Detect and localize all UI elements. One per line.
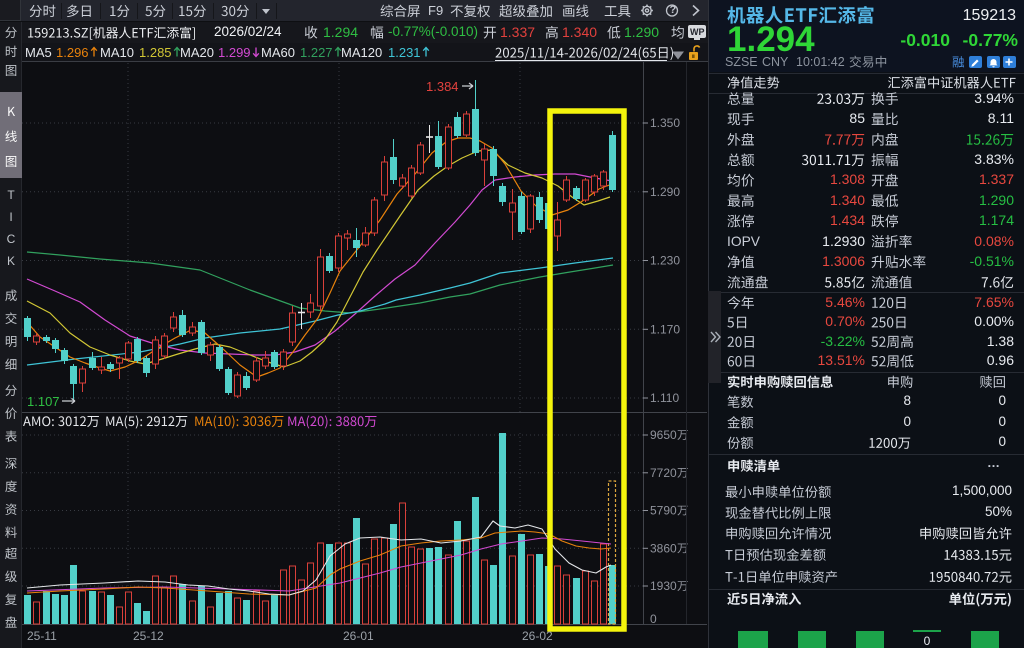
svg-text:25-12: 25-12 <box>133 629 164 643</box>
svg-text:1930: 1930 <box>650 579 677 593</box>
svg-text:1.170: 1.170 <box>650 322 680 336</box>
svg-text:26-02: 26-02 <box>522 629 553 643</box>
svg-text:1.110: 1.110 <box>650 391 679 405</box>
svg-text:9650: 9650 <box>650 428 677 442</box>
svg-text:0: 0 <box>650 612 657 626</box>
svg-text:1.290: 1.290 <box>650 185 680 199</box>
svg-text:WP: WP <box>690 27 705 37</box>
svg-text:1.107: 1.107 <box>27 394 60 409</box>
svg-text:26-01: 26-01 <box>343 629 374 643</box>
svg-text:1.230: 1.230 <box>650 254 680 268</box>
svg-text:7720: 7720 <box>650 466 677 480</box>
svg-text:25-11: 25-11 <box>27 629 57 643</box>
svg-text:3860: 3860 <box>650 541 677 555</box>
svg-text:1.384: 1.384 <box>426 79 459 94</box>
svg-text:1.350: 1.350 <box>650 116 680 130</box>
svg-text:5790: 5790 <box>650 504 677 518</box>
